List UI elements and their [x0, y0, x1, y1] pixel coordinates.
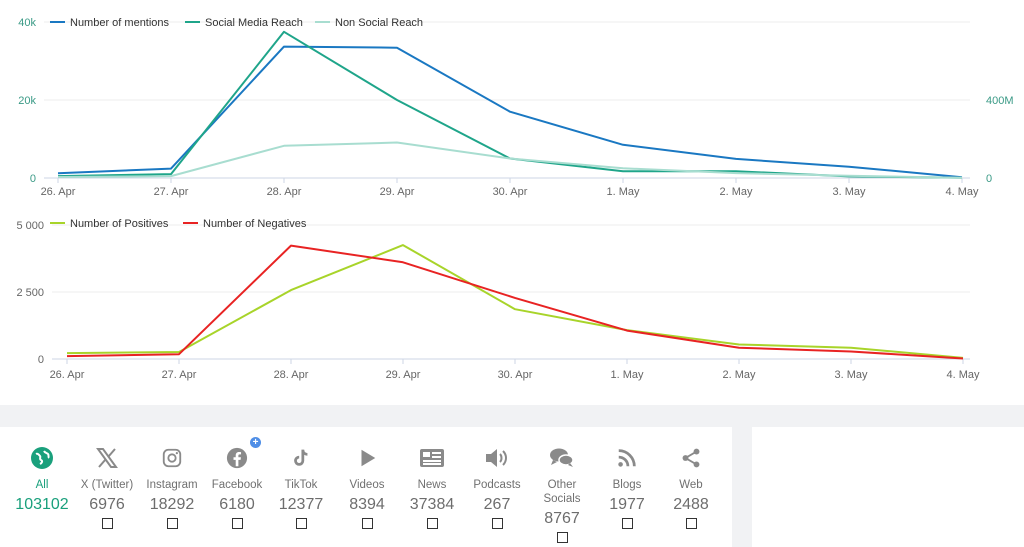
source-count: 37384 [409, 496, 455, 513]
source-label: Web [679, 479, 703, 491]
chart1-y-left-tick-label: 40k [18, 17, 36, 29]
source-count: 18292 [149, 496, 195, 513]
chart2-y-tick-label: 0 [38, 354, 44, 366]
chart1-legend-label: Number of mentions [70, 17, 170, 29]
source-label: Blogs [612, 479, 642, 491]
panel-gap [732, 427, 752, 547]
source-checkbox[interactable] [556, 532, 568, 543]
source-label: Instagram [146, 479, 198, 491]
share-icon [678, 445, 704, 471]
rss-icon [614, 445, 640, 471]
source-count: 12377 [278, 496, 324, 513]
source-checkbox[interactable] [426, 518, 438, 529]
side-panel [752, 427, 1024, 547]
source-filter-blogs[interactable]: Blogs 1977 [590, 445, 664, 529]
chart2-series-line-0 [66, 244, 964, 359]
source-filter-instagram[interactable]: Instagram 18292 [135, 445, 209, 529]
source-count: 6180 [219, 496, 255, 513]
chart1-x-tick-label: 28. Apr [267, 186, 302, 198]
section-divider [0, 405, 1024, 427]
chart2-x-tick-label: 27. Apr [162, 369, 197, 381]
chart1-legend-label: Social Media Reach [205, 17, 303, 29]
source-filter-x-twitter[interactable]: X (Twitter) 6976 [70, 445, 144, 529]
source-count: 8767 [544, 510, 580, 527]
source-checkbox[interactable] [166, 518, 178, 529]
chart1-x-tick-label: 2. May [719, 186, 753, 198]
instagram-icon [159, 445, 185, 471]
charts-area: 26. Apr 27. Apr 28. Apr 29. Apr 30. Apr 1. Ma… [16, 17, 1014, 381]
speaker-icon [484, 445, 510, 471]
chart1-x-tick-label: 26. Apr [41, 186, 76, 198]
chart1-x-tick-label: 3. May [832, 186, 866, 198]
source-checkbox[interactable] [361, 518, 373, 529]
source-label: Facebook [211, 479, 263, 491]
chart2-x-tick-label: 1. May [610, 369, 644, 381]
chart1-y-right-tick-label: 400M [986, 95, 1014, 107]
source-filter-facebook[interactable]: + Facebook 6180 [200, 437, 274, 529]
source-checkbox[interactable] [231, 518, 243, 529]
tiktok-icon [288, 445, 314, 471]
chart1-y-left-tick-label: 0 [30, 173, 36, 185]
source-count: 6976 [89, 496, 125, 513]
chart1-legend-label: Non Social Reach [335, 17, 423, 29]
chart2-x-tick-label: 28. Apr [274, 369, 309, 381]
source-count: 1977 [609, 496, 645, 513]
globe-icon [29, 445, 55, 471]
source-label: X (Twitter) [80, 479, 134, 491]
chart1-x-tick-label: 29. Apr [380, 186, 415, 198]
chart2-x-tick-label: 29. Apr [386, 369, 421, 381]
chart1-y-right-tick-label: 0 [986, 173, 992, 185]
source-label: News [417, 479, 447, 491]
source-filter-tiktok[interactable]: TikTok 12377 [264, 445, 338, 529]
chart1-x-tick-label: 4. May [945, 186, 979, 198]
facebook-icon: + [224, 437, 261, 471]
source-label: All [35, 479, 49, 491]
chart1-series-line-1 [57, 30, 963, 179]
chart2-y-tick-label: 5 000 [16, 220, 44, 232]
chart2-series-line-1 [66, 244, 964, 360]
chart2-x-tick-label: 3. May [834, 369, 868, 381]
chat-icon [549, 445, 575, 471]
chart2-x-tick-label: 2. May [722, 369, 756, 381]
source-filter-all[interactable]: All 103102 [5, 445, 79, 514]
play-icon [354, 445, 380, 471]
chart1-x-tick-label: 30. Apr [493, 186, 528, 198]
chart1-y-left-tick-label: 20k [18, 95, 36, 107]
add-plus-icon[interactable]: + [250, 437, 261, 448]
source-checkbox[interactable] [621, 518, 633, 529]
chart2-legend-label: Number of Negatives [203, 218, 307, 230]
source-checkbox[interactable] [295, 518, 307, 529]
source-label: Podcasts [473, 479, 521, 491]
chart1-series-line-2 [57, 141, 963, 179]
source-label: TikTok [284, 479, 318, 491]
source-filter-news[interactable]: News 37384 [395, 445, 469, 529]
source-count: 103102 [15, 496, 69, 513]
source-filter-web[interactable]: Web 2488 [654, 445, 728, 529]
x-twitter-icon [94, 445, 120, 471]
source-label: Other Socials [543, 479, 581, 505]
source-label: Videos [349, 479, 385, 491]
sources-panel: All 103102 X (Twitter) 6976 Instagram 18292 + F… [0, 427, 732, 547]
chart1-x-tick-label: 1. May [606, 186, 640, 198]
chart1-x-tick-label: 27. Apr [154, 186, 189, 198]
chart2-y-tick-label: 2 500 [16, 287, 44, 299]
source-count: 8394 [349, 496, 385, 513]
newspaper-icon [419, 445, 445, 471]
source-count: 2488 [673, 496, 709, 513]
source-checkbox[interactable] [685, 518, 697, 529]
chart2-legend-label: Number of Positives [70, 218, 169, 230]
source-checkbox[interactable] [491, 518, 503, 529]
charts-svg: 26. Apr 27. Apr 28. Apr 29. Apr 30. Apr 1. Ma… [16, 17, 1014, 381]
chart2-x-tick-label: 30. Apr [498, 369, 533, 381]
source-filter-other-socials[interactable]: Other Socials 8767 [525, 445, 599, 543]
source-filter-podcasts[interactable]: Podcasts 267 [460, 445, 534, 529]
source-filter-videos[interactable]: Videos 8394 [330, 445, 404, 529]
source-count: 267 [483, 496, 511, 513]
source-checkbox[interactable] [101, 518, 113, 529]
chart2-x-tick-label: 26. Apr [50, 369, 85, 381]
chart2-x-tick-label: 4. May [946, 369, 980, 381]
